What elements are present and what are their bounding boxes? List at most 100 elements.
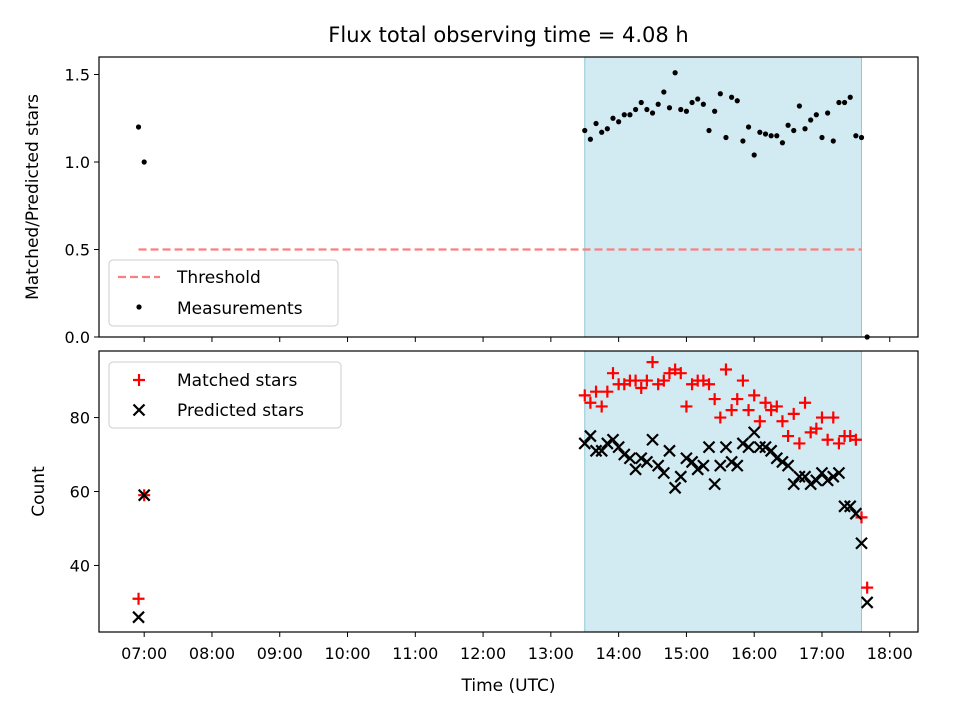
legend-predicted-swatch (132, 403, 146, 417)
measurement-point (841, 99, 848, 106)
predicted-star-point (804, 477, 817, 491)
measurement-point (712, 108, 718, 114)
measurement-point (729, 94, 735, 100)
matched-star-point (742, 404, 755, 417)
predicted-star-point (855, 536, 868, 550)
matched-star-point (132, 592, 145, 605)
predicted-star-point (697, 459, 710, 472)
measurement-point (751, 152, 757, 158)
predicted-star-point (640, 455, 654, 469)
predicted-star-point (742, 440, 755, 454)
predicted-star-point (753, 440, 767, 454)
matched-star-point (640, 374, 653, 387)
x-tick-label: 15:00 (663, 644, 709, 663)
measurement-point (695, 96, 701, 102)
predicted-star-point (826, 470, 840, 483)
predicted-star-point (793, 470, 806, 483)
top-legend-box (108, 259, 339, 327)
predicted-star-point (764, 444, 778, 458)
predicted-star-point (137, 488, 151, 502)
matched-star-point (725, 404, 738, 417)
bottom-legend-box (108, 361, 342, 429)
measurement-point (621, 112, 627, 118)
matched-star-point (855, 511, 868, 524)
measurement-point (779, 140, 786, 146)
measurement-point (689, 99, 695, 106)
matched-star-point (787, 407, 800, 420)
predicted-star-point (730, 459, 744, 472)
x-tick-label: 18:00 (867, 644, 913, 663)
matched-star-point (753, 415, 766, 428)
predicted-star-point (578, 437, 592, 450)
measurement-point (717, 91, 723, 97)
matched-star-point (708, 393, 721, 406)
measurement-point (791, 127, 797, 134)
predicted-star-point (629, 463, 642, 476)
legend-measurements-label: Measurements (177, 299, 303, 319)
series-measurements (135, 70, 870, 340)
predicted-star-point (781, 459, 795, 472)
matched-star-point (861, 581, 874, 594)
matched-star-point (793, 437, 806, 450)
matched-star-point (748, 389, 761, 402)
x-tick-label: 17:00 (799, 644, 845, 663)
bottom-y-axis-label: Count (29, 466, 49, 517)
x-axis-label: Time (UTC) (461, 676, 556, 696)
top-legend: Threshold Measurements (108, 259, 339, 327)
bottom-y-tick-label: 60 (70, 483, 90, 502)
matched-star-point (606, 367, 619, 380)
measurement-point (582, 127, 588, 134)
predicted-star-point (601, 437, 614, 450)
top-y-tick-label: 0.0 (65, 328, 90, 347)
matched-star-point (680, 400, 693, 413)
measurement-point (141, 159, 147, 165)
matched-star-point (590, 385, 603, 398)
matched-star-point (674, 367, 687, 380)
top-y-axis-label: Matched/Predicted stars (23, 94, 43, 300)
measurement-point (599, 129, 605, 135)
measurement-point (616, 119, 622, 125)
matched-star-point (770, 400, 783, 413)
legend-matched-label: Matched stars (177, 371, 297, 391)
predicted-star-point (595, 444, 608, 458)
measurement-point (757, 129, 763, 135)
predicted-star-point (747, 426, 761, 439)
predicted-star-point (584, 429, 597, 443)
matched-star-point (657, 374, 670, 387)
predicted-star-point (691, 463, 704, 476)
matched-star-point (646, 356, 659, 369)
predicted-star-point (612, 440, 625, 454)
measurement-point (135, 124, 142, 130)
top-y-tick-label: 1.5 (65, 66, 90, 85)
predicted-star-point (680, 451, 693, 465)
matched-star-point (635, 381, 648, 394)
predicted-star-point (776, 455, 789, 469)
matched-star-point (821, 433, 834, 446)
predicted-star-point (668, 481, 682, 495)
observing-window-2 (584, 350, 863, 633)
predicted-star-point (770, 451, 784, 465)
measurement-point (627, 112, 633, 118)
legend-measurements-swatch (136, 304, 142, 310)
measurement-point (683, 108, 690, 114)
measurement-point (847, 94, 853, 100)
top-y-tick-label: 1.0 (65, 153, 90, 172)
matched-star-point (782, 430, 795, 443)
measurement-point (638, 99, 644, 106)
measurement-point (796, 103, 802, 109)
top-plot-frame (98, 56, 919, 338)
measurement-point (706, 127, 712, 134)
matched-star-point (736, 374, 749, 387)
predicted-star-point (843, 500, 857, 513)
series-matched-stars (132, 356, 874, 605)
legend-threshold-label: Threshold (176, 268, 261, 288)
observing-window-1 (584, 56, 863, 338)
matched-star-point (759, 396, 772, 409)
x-tick-label: 07:00 (121, 644, 167, 663)
matched-star-point (584, 396, 597, 409)
measurement-point (813, 112, 819, 118)
measurement-point (768, 133, 774, 139)
measurement-point (666, 105, 673, 111)
